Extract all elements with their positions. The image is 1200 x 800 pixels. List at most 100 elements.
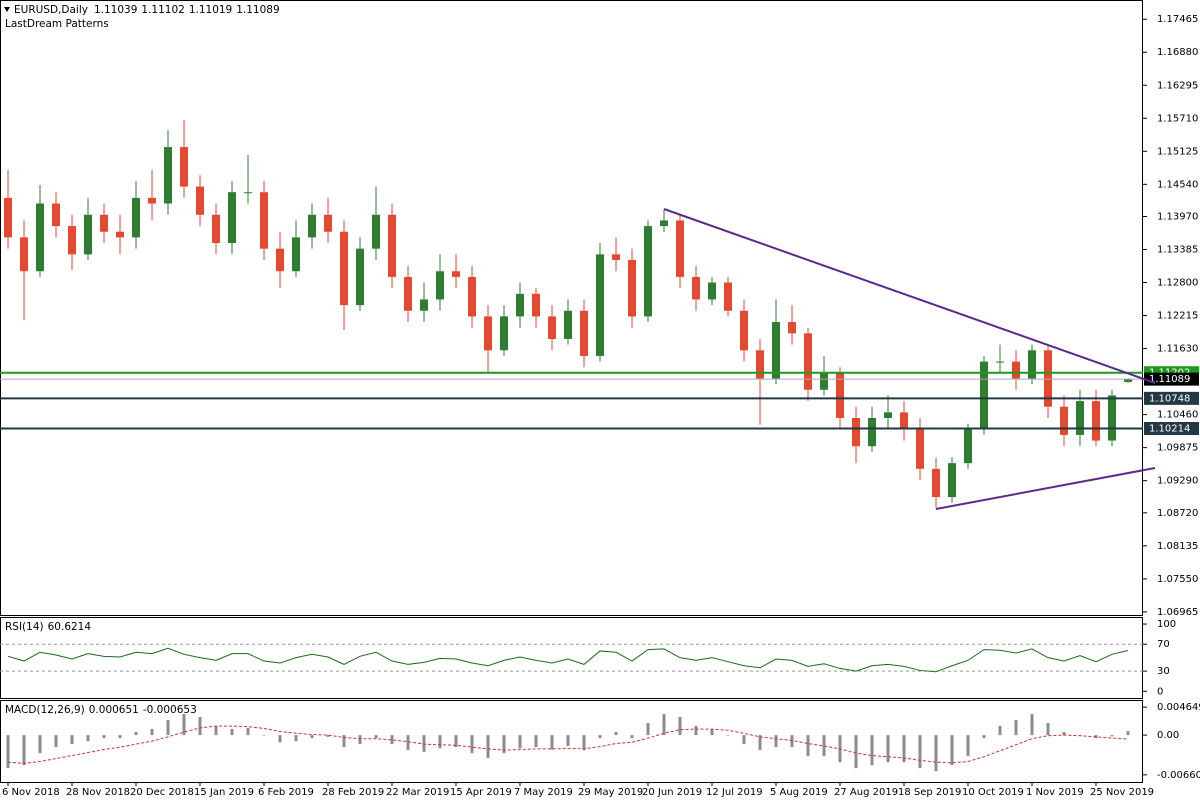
candle-body bbox=[804, 333, 812, 390]
x-tick-label: 10 Oct 2019 bbox=[962, 787, 1024, 798]
y-tick-label: 1.16295 bbox=[1157, 80, 1198, 91]
macd-bar bbox=[70, 735, 74, 745]
x-tick-label: 1 Nov 2019 bbox=[1026, 787, 1084, 798]
macd-bar bbox=[390, 735, 394, 745]
macd-bar bbox=[518, 735, 522, 749]
candle-body bbox=[1124, 379, 1132, 382]
candle-body bbox=[148, 197, 156, 204]
candle-body bbox=[308, 214, 316, 238]
macd-bar bbox=[230, 729, 234, 736]
symbol-menu-arrow[interactable] bbox=[4, 7, 10, 12]
candle-body bbox=[932, 468, 940, 498]
macd-bar bbox=[182, 714, 186, 736]
macd-bar bbox=[86, 735, 90, 742]
macd-bar bbox=[902, 735, 906, 763]
candle-body bbox=[4, 197, 12, 238]
macd-bar bbox=[774, 735, 778, 748]
candle-body bbox=[484, 316, 492, 351]
macd-bar bbox=[294, 735, 298, 742]
x-tick-label: 20 Jun 2019 bbox=[642, 787, 702, 798]
macd-title: MACD(12,26,9) bbox=[5, 704, 85, 716]
y-tick-label: 1.13970 bbox=[1157, 211, 1198, 222]
candle-body bbox=[228, 192, 236, 244]
macd-bar bbox=[982, 735, 986, 739]
x-tick-label: 18 Sep 2019 bbox=[898, 787, 961, 798]
candle-body bbox=[372, 214, 380, 249]
macd-bar bbox=[6, 735, 10, 769]
candle-body bbox=[1108, 395, 1116, 441]
trendline-upper[interactable] bbox=[663, 208, 1156, 384]
y-tick-label: 1.11630 bbox=[1157, 344, 1198, 355]
macd-bar bbox=[806, 735, 810, 757]
candle-body bbox=[516, 293, 524, 317]
macd-bar bbox=[1062, 732, 1066, 736]
last-high: 1.11102 bbox=[141, 4, 184, 16]
candle-body bbox=[916, 429, 924, 469]
macd-bar bbox=[326, 735, 330, 737]
candle-body bbox=[724, 282, 732, 311]
macd-bar bbox=[934, 735, 938, 772]
y-tick-label: 1.12800 bbox=[1157, 278, 1198, 289]
macd-bar bbox=[1030, 714, 1034, 736]
x-tick-label: 29 May 2019 bbox=[578, 787, 643, 798]
candle-body bbox=[772, 322, 780, 379]
trendline-lower[interactable] bbox=[935, 467, 1156, 510]
y-tick-label: 1.17465 bbox=[1157, 14, 1198, 25]
chart-header: EURUSD,Daily 1.11039 1.11102 1.11019 1.11089 bbox=[14, 4, 280, 16]
candle-body bbox=[500, 316, 508, 351]
macd-bar bbox=[470, 735, 474, 754]
candle-body bbox=[1044, 350, 1052, 407]
last-low: 1.11019 bbox=[189, 4, 232, 16]
macd-bar bbox=[1014, 720, 1018, 736]
macd-bar bbox=[630, 735, 634, 739]
y-tick-label: 1.06965 bbox=[1157, 607, 1198, 618]
main-panel-frame bbox=[0, 0, 1143, 616]
candle-body bbox=[580, 310, 588, 356]
x-tick-label: 5 Aug 2019 bbox=[770, 787, 828, 798]
candle-body bbox=[836, 372, 844, 419]
candle-body bbox=[452, 271, 460, 277]
macd-bar bbox=[822, 735, 826, 757]
candle-body bbox=[964, 429, 972, 464]
macd-bar bbox=[870, 735, 874, 766]
rsi-panel-frame bbox=[0, 617, 1143, 699]
macd-bar bbox=[886, 735, 890, 763]
macd-bar bbox=[790, 735, 794, 748]
candle-body bbox=[708, 282, 716, 300]
x-tick-label: 28 Feb 2019 bbox=[322, 787, 384, 798]
candle-body bbox=[948, 463, 956, 498]
macd-bar bbox=[342, 735, 346, 748]
x-tick-label: 27 Aug 2019 bbox=[834, 787, 898, 798]
y-tick-label: 1.08135 bbox=[1157, 541, 1198, 552]
candle-body bbox=[868, 418, 876, 447]
candle-body bbox=[84, 214, 92, 255]
x-tick-label: 7 May 2019 bbox=[514, 787, 573, 798]
y-tick-label: 0.00 bbox=[1157, 730, 1179, 741]
y-tick-label: 1.07550 bbox=[1157, 574, 1198, 585]
candle-body bbox=[356, 248, 364, 306]
macd-bar bbox=[918, 735, 922, 769]
x-tick-label: 6 Feb 2019 bbox=[258, 787, 314, 798]
y-tick-label: 100 bbox=[1157, 619, 1176, 630]
y-tick-label: 1.15710 bbox=[1157, 113, 1198, 124]
candle-body bbox=[180, 147, 188, 187]
candle-body bbox=[1092, 401, 1100, 441]
y-tick-label: 1.09290 bbox=[1157, 476, 1198, 487]
candle-body bbox=[36, 203, 44, 272]
macd-bar bbox=[22, 735, 26, 766]
indicator-name: LastDream Patterns bbox=[5, 18, 109, 30]
candle-body bbox=[564, 310, 572, 339]
signal-last: -0.000653 bbox=[143, 704, 197, 716]
macd-bar bbox=[742, 735, 746, 745]
macd-bar bbox=[150, 729, 154, 736]
candle-body bbox=[212, 214, 220, 244]
macd-bar bbox=[134, 732, 138, 736]
candle-body bbox=[756, 350, 764, 379]
macd-bar bbox=[662, 714, 666, 736]
candle-body bbox=[388, 214, 396, 277]
macd-bar bbox=[726, 735, 730, 736]
y-tick-label: 1.08720 bbox=[1157, 508, 1198, 519]
